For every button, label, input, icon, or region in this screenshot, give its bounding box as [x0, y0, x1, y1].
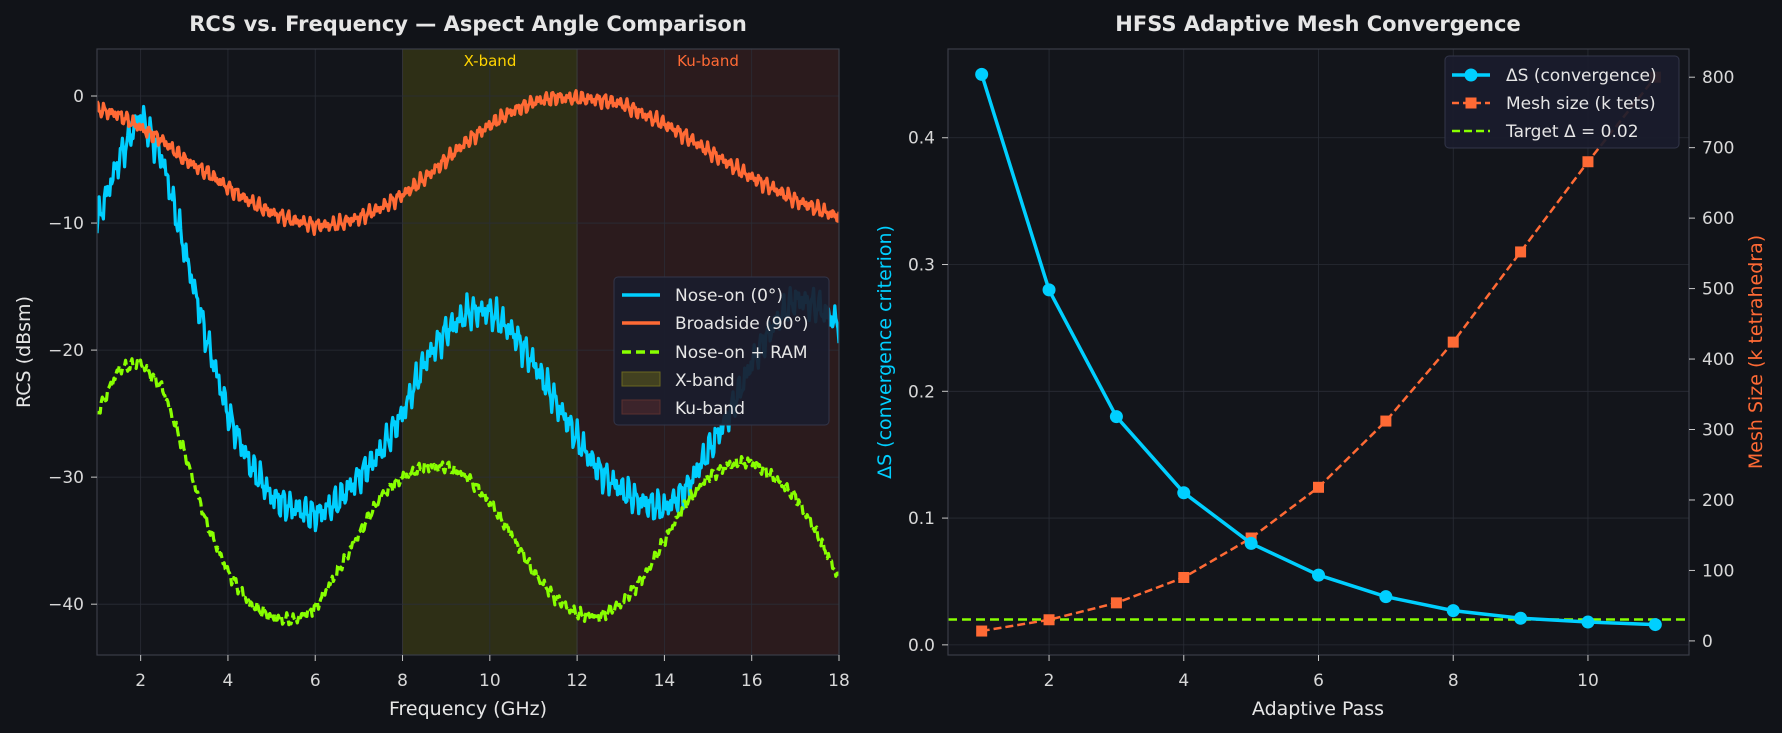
- mesh-legend-label-target: Target Δ = 0.02: [1505, 122, 1639, 142]
- tick-label-y: 0: [73, 87, 84, 107]
- tick-label-x: 8: [397, 671, 408, 691]
- series-delta-s-marker: [1446, 604, 1460, 618]
- series-mesh-size-marker: [1582, 156, 1594, 168]
- mesh-y-axis-label-right: Mesh Size (k tetrahedra): [1745, 235, 1767, 469]
- rcs-legend-swatch-xband: [621, 371, 661, 387]
- mesh-legend-marker-delta-s: [1464, 68, 1478, 82]
- tick-label-y-right: 400: [1702, 350, 1734, 370]
- series-delta-s-marker: [1042, 283, 1056, 297]
- series-delta-s-marker: [1109, 410, 1123, 424]
- tick-label-x: 14: [654, 671, 676, 691]
- tick-label-y: −30: [48, 468, 84, 488]
- rcs-band-label-x: X-band: [464, 52, 517, 70]
- tick-label-x: 6: [1313, 671, 1324, 691]
- series-mesh-size-marker: [1380, 415, 1392, 427]
- rcs-chart-title: RCS vs. Frequency — Aspect Angle Compari…: [189, 12, 747, 36]
- mesh-y-axis-label-left: ΔS (convergence criterion): [874, 225, 896, 479]
- rcs-legend-swatch-kuband: [621, 399, 661, 415]
- mesh-legend-marker-mesh-size: [1465, 97, 1477, 109]
- rcs-band-label-ku: Ku-band: [677, 52, 739, 70]
- tick-label-x: 4: [223, 671, 234, 691]
- tick-label-y-right: 0: [1702, 632, 1713, 652]
- tick-label-y: −40: [48, 595, 84, 615]
- mesh-legend-label-mesh-size: Mesh size (k tets): [1506, 94, 1656, 114]
- series-delta-s-marker: [1514, 611, 1528, 625]
- series-delta-s-marker: [1177, 486, 1191, 500]
- series-line-2: [97, 357, 839, 627]
- tick-label-x: 16: [741, 671, 763, 691]
- series-delta-s-marker: [1379, 590, 1393, 604]
- series-delta-s-marker: [975, 67, 989, 81]
- tick-label-x: 18: [828, 671, 850, 691]
- tick-label-y-right: 300: [1702, 421, 1734, 441]
- rcs-x-axis-label: Frequency (GHz): [389, 698, 547, 720]
- rcs-chart: 2 4 6 8 10 12 14 16 18 0 −10 −20 −30 −40 X-band Ku-ba…: [13, 12, 850, 720]
- rcs-legend-label-kuband: Ku-band: [675, 399, 745, 419]
- tick-label-y-left: 0.3: [908, 256, 935, 276]
- rcs-legend-box: [613, 276, 830, 426]
- tick-label-x: 4: [1178, 671, 1189, 691]
- tick-label-y-left: 0.0: [908, 636, 935, 656]
- tick-label-y-left: 0.1: [908, 509, 935, 529]
- tick-label-y-left: 0.4: [908, 129, 935, 149]
- rcs-y-axis-label: RCS (dBsm): [13, 296, 35, 408]
- series-delta-s-marker: [1648, 618, 1662, 632]
- rcs-legend: Nose-on (0°) Broadside (90°) Nose-on + R…: [613, 276, 830, 426]
- tick-label-y-right: 800: [1702, 68, 1734, 88]
- rcs-plot-clip-group: [97, 89, 839, 627]
- mesh-x-axis-label: Adaptive Pass: [1252, 698, 1384, 720]
- rcs-legend-label-ram: Nose-on + RAM: [675, 343, 808, 363]
- series-mesh-size-marker: [1313, 481, 1324, 493]
- tick-label-y: −20: [48, 341, 84, 361]
- mesh-series-group: [948, 67, 1689, 637]
- tick-label-y-left: 0.2: [908, 382, 935, 402]
- series-mesh-size-marker: [1110, 597, 1122, 609]
- series-delta-s-marker: [1244, 536, 1258, 550]
- tick-label-y-right: 600: [1702, 209, 1734, 229]
- series-mesh-size-marker: [1043, 614, 1055, 626]
- rcs-legend-label-broadside: Broadside (90°): [675, 314, 809, 334]
- tick-label-x: 2: [135, 671, 146, 691]
- tick-label-x: 10: [479, 671, 501, 691]
- mesh-tick-labels: 2 4 6 8 10 0.0 0.1 0.2 0.3 0.4 0 100 200 300 400 500 600…: [908, 68, 1735, 691]
- series-mesh-size-marker: [976, 625, 988, 637]
- series-mesh-size-marker: [1447, 336, 1459, 348]
- series-mesh-size-marker: [1178, 571, 1190, 583]
- rcs-axes-frame: [96, 48, 840, 656]
- tick-label-y-right: 100: [1702, 561, 1734, 581]
- mesh-legend: ΔS (convergence) Mesh size (k tets) Targ…: [1444, 55, 1680, 149]
- mesh-chart-title: HFSS Adaptive Mesh Convergence: [1115, 12, 1520, 36]
- series-delta-s-marker: [1312, 568, 1325, 582]
- tick-label-y-right: 500: [1702, 280, 1734, 300]
- mesh-legend-box: [1444, 55, 1680, 149]
- tick-label-x: 2: [1044, 671, 1055, 691]
- series-line-1: [97, 89, 839, 236]
- tick-label-y-right: 200: [1702, 491, 1734, 511]
- mesh-legend-label-delta-s: ΔS (convergence): [1506, 66, 1657, 86]
- series-mesh-size-marker: [1515, 246, 1527, 258]
- tick-label-x: 8: [1448, 671, 1459, 691]
- tick-label-x: 12: [566, 671, 588, 691]
- rcs-legend-label-xband: X-band: [675, 371, 735, 391]
- tick-label-y: −10: [48, 214, 84, 234]
- mesh-chart: 2 4 6 8 10 0.0 0.1 0.2 0.3 0.4 0 100 200 300 400 500 600…: [874, 12, 1767, 720]
- tick-label-x: 10: [1577, 671, 1599, 691]
- tick-label-y-right: 700: [1702, 139, 1734, 159]
- rcs-legend-label-nose-on: Nose-on (0°): [675, 286, 783, 306]
- series-line-0: [97, 104, 839, 533]
- tick-label-x: 6: [310, 671, 321, 691]
- rcs-tick-labels: 2 4 6 8 10 12 14 16 18 0 −10 −20 −30 −40: [48, 87, 850, 691]
- series-delta-s-marker: [1581, 615, 1595, 629]
